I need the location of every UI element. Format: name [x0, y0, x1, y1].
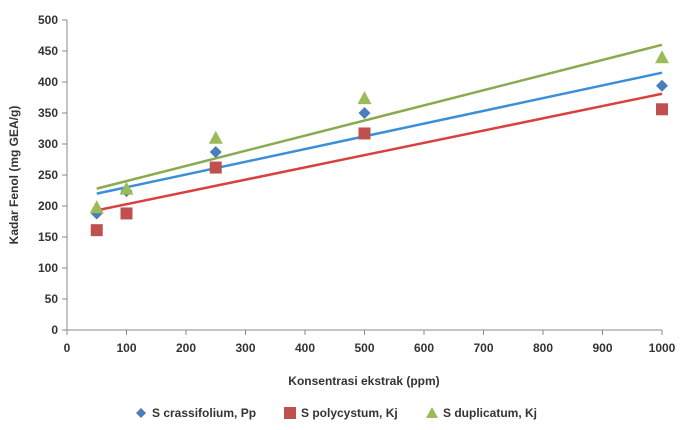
y-tick-label: 250	[38, 168, 58, 182]
data-point-series-1	[656, 79, 668, 92]
x-tick-label: 800	[533, 341, 553, 355]
y-tick-label: 0	[51, 323, 58, 337]
x-tick-label: 700	[473, 341, 493, 355]
y-tick-label: 450	[38, 44, 58, 58]
x-axis-title: Konsentrasi ekstrak (ppm)	[288, 374, 439, 388]
data-point-series-2	[358, 127, 371, 140]
data-point-series-2	[120, 207, 133, 220]
legend-marker-2	[284, 407, 296, 419]
data-point-series-2	[656, 103, 668, 116]
y-axis-title: Kadar Fenol (mg GEA/g)	[7, 106, 21, 245]
x-tick-label: 200	[176, 341, 196, 355]
data-point-series-3	[357, 91, 372, 105]
y-tick-label: 350	[38, 106, 58, 120]
x-tick-label: 600	[414, 341, 434, 355]
x-tick-label: 300	[235, 341, 255, 355]
legend-marker-1	[136, 408, 146, 418]
trendline-series-2	[96, 92, 663, 212]
x-tick-label: 900	[592, 341, 612, 355]
data-point-series-3	[208, 130, 223, 144]
data-point-series-2	[90, 224, 103, 237]
data-point-series-3	[89, 200, 104, 214]
legend-label-1: S crassifolium, Pp	[152, 406, 256, 420]
x-tick-label: 400	[295, 341, 315, 355]
x-tick-label: 0	[64, 341, 71, 355]
y-tick-label: 150	[38, 230, 58, 244]
data-point-series-2	[209, 161, 222, 174]
x-tick-label: 500	[354, 341, 374, 355]
y-tick-label: 200	[38, 199, 58, 213]
legend: S crassifolium, Pp S polycystum, Kj S dupl…	[136, 406, 537, 420]
y-tick-label: 50	[45, 292, 59, 306]
data-markers	[89, 50, 669, 237]
data-point-series-3	[119, 181, 134, 195]
data-point-series-3	[655, 50, 669, 64]
x-tick-label: 1000	[649, 341, 676, 355]
legend-label-2: S polycystum, Kj	[301, 406, 398, 420]
legend-marker-3	[426, 407, 438, 418]
data-point-series-1	[358, 107, 371, 119]
data-point-series-1	[209, 146, 222, 159]
y-tick-label: 100	[38, 261, 58, 275]
axes: 0 50 100 150 200 250 300 350 400 450 500 0 100 200 300…	[38, 13, 676, 355]
y-tick-label: 300	[38, 137, 58, 151]
y-tick-label: 400	[38, 75, 58, 89]
trendlines	[96, 43, 663, 212]
trendline-series-3	[96, 43, 663, 190]
y-tick-label: 500	[38, 13, 58, 27]
legend-label-3: S duplicatum, Kj	[443, 406, 537, 420]
x-tick-label: 100	[116, 341, 136, 355]
trendline-series-1	[96, 71, 663, 195]
